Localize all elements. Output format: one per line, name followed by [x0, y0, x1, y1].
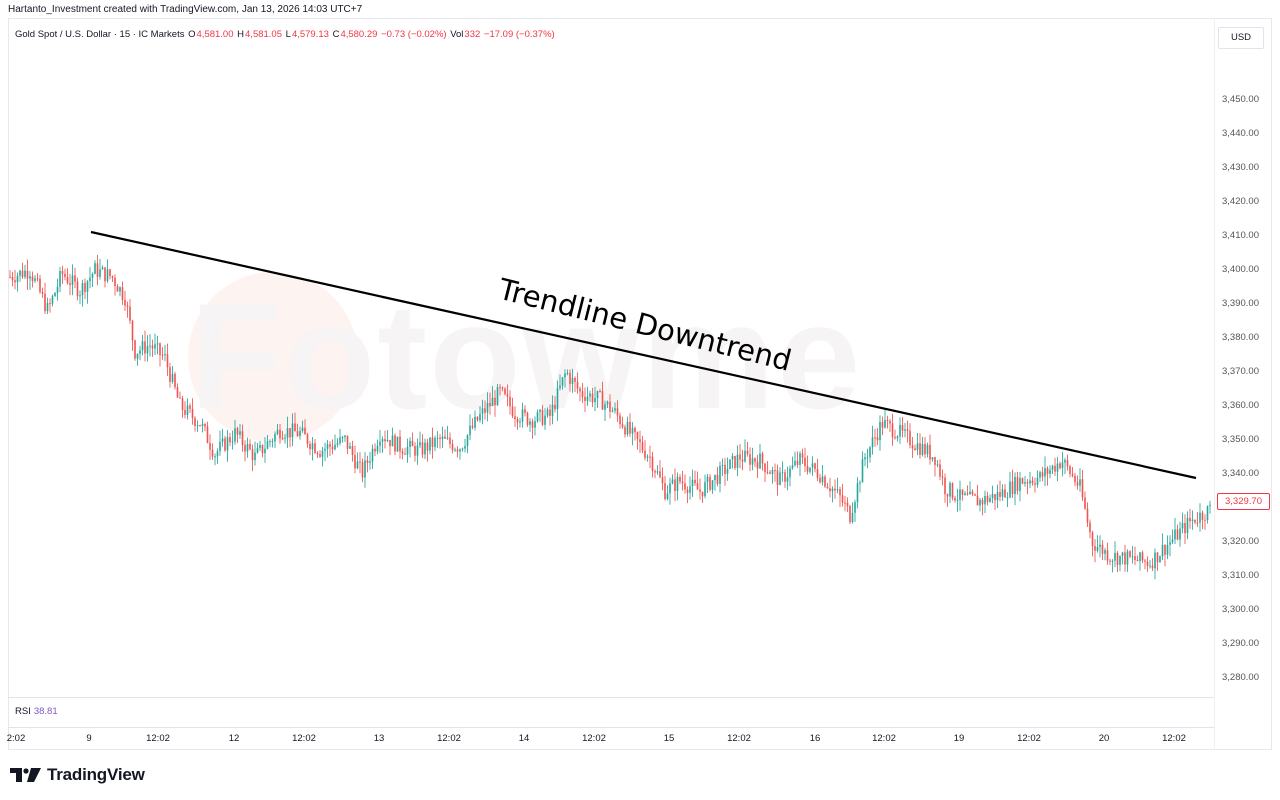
price-axis-label: 3,380.00	[1222, 332, 1259, 343]
price-axis-label: 3,400.00	[1222, 264, 1259, 275]
price-axis-label: 3,340.00	[1222, 468, 1259, 479]
price-axis-label: 3,320.00	[1222, 536, 1259, 547]
symbol-legend[interactable]: Gold Spot / U.S. Dollar · 15 · IC Market…	[15, 29, 555, 40]
price-axis-label: 3,290.00	[1222, 638, 1259, 649]
currency-button[interactable]: USD	[1218, 27, 1264, 49]
time-axis-label: 13	[373, 733, 385, 744]
symbol-name: Gold Spot / U.S. Dollar · 15 · IC Market…	[15, 29, 185, 40]
time-axis-label: 9	[86, 733, 92, 744]
time-axis-label: 12:02	[1162, 733, 1186, 744]
time-axis-label: 12:02	[437, 733, 461, 744]
time-axis-label: 16	[809, 733, 821, 744]
rsi-legend[interactable]: RSI 38.81	[15, 706, 58, 717]
brand-name: TradingView	[47, 765, 145, 784]
time-axis-label: 12:02	[1017, 733, 1041, 744]
open-value: 4,581.00	[196, 29, 234, 40]
time-axis-label: 15	[663, 733, 675, 744]
tradingview-logo-icon	[10, 768, 41, 782]
price-axis-label: 3,440.00	[1222, 128, 1259, 139]
chart-caption: Hartanto_Investment created with Trading…	[8, 4, 363, 15]
time-axis-label: 14	[518, 733, 530, 744]
candles	[9, 254, 1211, 580]
price-axis-label: 3,390.00	[1222, 298, 1259, 309]
rsi-pane-divider[interactable]	[8, 697, 1214, 698]
time-axis-label: 19	[953, 733, 965, 744]
price-axis-label: 3,410.00	[1222, 230, 1259, 241]
price-axis-label: 3,370.00	[1222, 366, 1259, 377]
time-axis-label: 20	[1098, 733, 1110, 744]
price-axis-label: 3,300.00	[1222, 604, 1259, 615]
volume-change: −17.09 (−0.37%)	[483, 29, 555, 40]
time-axis-label: 12:02	[582, 733, 606, 744]
chart-frame	[8, 18, 1272, 750]
time-axis-label: 2:02	[6, 733, 26, 744]
trendline-downtrend[interactable]	[90, 230, 1197, 480]
price-axis-label: 3,360.00	[1222, 400, 1259, 411]
rsi-value: 38.81	[33, 706, 58, 717]
last-price-label: 3,329.70	[1217, 493, 1270, 510]
price-axis-divider	[1214, 18, 1215, 750]
price-axis-label: 3,420.00	[1222, 196, 1259, 207]
change-value: −0.73 (−0.02%)	[381, 29, 447, 40]
trendline-label: Trendline Downtrend	[494, 272, 795, 378]
time-axis-divider	[8, 727, 1214, 728]
time-axis-label: 12:02	[872, 733, 896, 744]
low-value: 4,579.13	[291, 29, 329, 40]
time-axis-label: 12:02	[727, 733, 751, 744]
time-axis-label: 12:02	[292, 733, 316, 744]
close-value: 4,580.29	[340, 29, 378, 40]
price-axis-label: 3,280.00	[1222, 672, 1259, 683]
price-axis-label: 3,450.00	[1222, 94, 1259, 105]
tradingview-logo[interactable]: TradingView	[10, 765, 145, 785]
price-axis-label: 3,350.00	[1222, 434, 1259, 445]
time-axis-label: 12:02	[146, 733, 170, 744]
price-axis-label: 3,310.00	[1222, 570, 1259, 581]
volume-value: 332	[464, 29, 481, 40]
watermark-logo-icon	[188, 272, 358, 442]
price-axis-label: 3,430.00	[1222, 162, 1259, 173]
time-axis-label: 12	[228, 733, 240, 744]
high-value: 4,581.05	[245, 29, 282, 40]
rsi-label: RSI	[15, 706, 31, 717]
